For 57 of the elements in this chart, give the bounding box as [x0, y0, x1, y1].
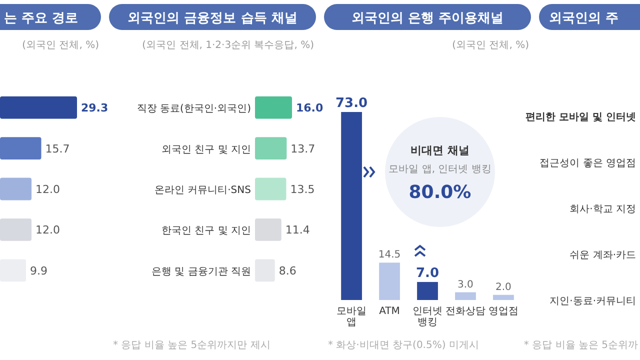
bar: [255, 96, 292, 119]
bar: [417, 282, 438, 300]
y-tick-label: 직장 동료(한국인·외국인): [136, 104, 252, 115]
y-tick-label: 은행 및 금융기관 직원: [151, 266, 251, 278]
data-label: 73.0: [336, 96, 368, 111]
data-label: 2.0: [496, 282, 512, 293]
chart-title: 는 주요 경로: [4, 11, 78, 26]
x-tick-label: 모바일 앱: [336, 306, 367, 328]
text: 쉬운 계좌·카드: [570, 250, 636, 261]
data-label: 12.0: [36, 224, 60, 237]
chart-subtitle: (외국인 전체, %): [22, 40, 100, 51]
x-tick-label: 영업점: [488, 306, 518, 317]
data-label: 13.7: [290, 142, 316, 156]
y-tick-label: 외국인 친구 및 지인: [161, 144, 251, 156]
annotation: 80.0%: [408, 182, 472, 203]
chart-title: 외국인의 금융정보 습득 채널: [128, 11, 298, 26]
x-tick-label: 전화상담: [445, 306, 486, 317]
data-label: 16.0: [296, 102, 324, 115]
data-label: 14.5: [378, 250, 401, 261]
bar: [493, 294, 514, 300]
bar: [379, 262, 400, 300]
data-label: 7.0: [416, 266, 440, 281]
annotation: 비대면 채널: [410, 144, 470, 157]
bar: [0, 96, 77, 119]
bar: [455, 292, 476, 300]
bar: [255, 218, 282, 241]
data-label: 13.5: [290, 183, 315, 196]
data-label: 29.3: [81, 102, 108, 115]
text: 지인·동료·커뮤니티: [550, 296, 636, 307]
text: 외국인의 주: [549, 11, 619, 26]
chart-title: 외국인의 은행 주이용채널: [351, 11, 504, 26]
y-tick-label: 온라인 커뮤니티·SNS: [154, 185, 251, 196]
text: 편리한 모바일 및 인터넷: [526, 112, 636, 123]
chart-subtitle: (외국인 전체, 1·2·3순위 복수응답, %): [142, 40, 314, 51]
data-label: 11.4: [285, 224, 310, 237]
bar: [0, 218, 32, 241]
annotation: 모바일 앱, 인터넷 뱅킹: [388, 164, 492, 175]
data-label: 3.0: [458, 279, 474, 290]
bar: [0, 137, 42, 160]
bar: [255, 178, 286, 200]
x-tick-label: ATM: [379, 306, 400, 317]
data-label: 15.7: [45, 142, 70, 156]
text: * 응답 비율 높은 5순위까: [524, 340, 638, 351]
text: * 응답 비율 높은 5순위까지만 제시: [113, 340, 270, 351]
bar: [0, 178, 32, 200]
y-tick-label: 한국인 친구 및 지인: [161, 226, 251, 237]
data-label: 9.9: [30, 264, 48, 278]
text: * 화상·비대면 창구(0.5%) 미게시: [328, 340, 479, 351]
data-label: 8.6: [278, 264, 296, 278]
chart-subtitle: (외국인 전체, %): [452, 40, 530, 51]
text: 접근성이 좋은 영업점: [540, 158, 636, 169]
text: 회사·학교 지정: [570, 204, 636, 215]
data-label: 12.0: [36, 183, 60, 196]
bar: [341, 112, 362, 300]
x-tick-label: 인터넷 뱅킹: [412, 306, 442, 328]
bar: [255, 137, 287, 160]
bar: [255, 259, 275, 282]
